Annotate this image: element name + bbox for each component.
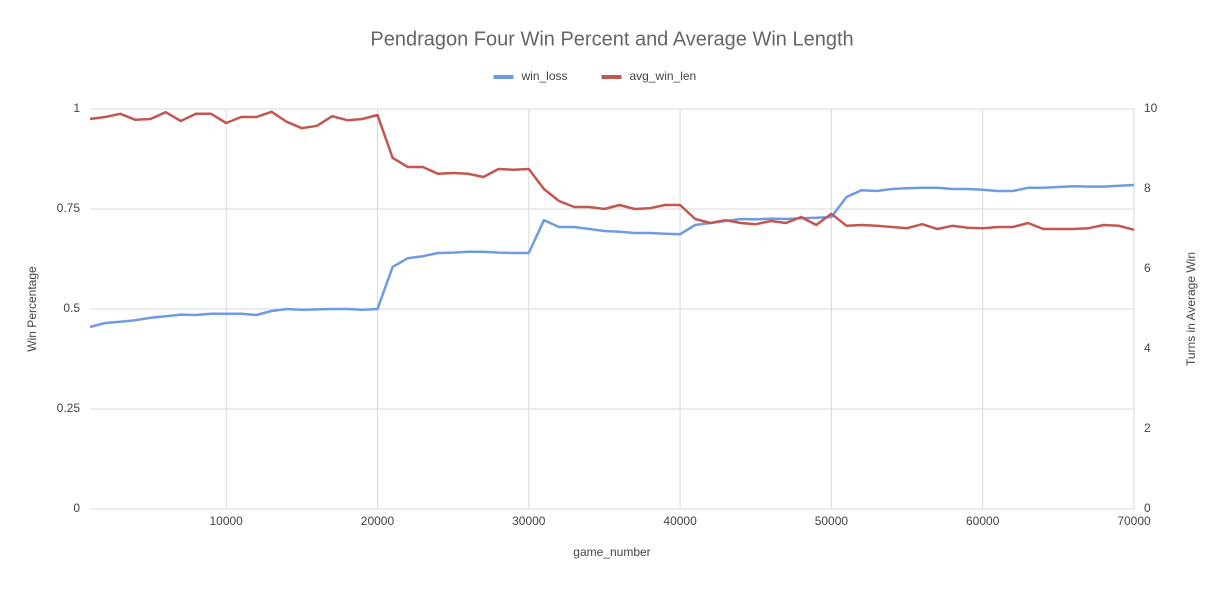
x-tick-label: 60000 — [966, 514, 1000, 528]
x-tick-label: 70000 — [1117, 514, 1151, 528]
y-tick-label: 0 — [73, 501, 80, 515]
y-tick-label: 0.75 — [57, 201, 81, 215]
series-line — [89, 183, 1135, 329]
y2-tick-label: 8 — [1144, 181, 1151, 195]
x-tick-label: 30000 — [512, 514, 546, 528]
y2-axis-label: Turns in Average Win — [1184, 252, 1198, 366]
chart-title: Pendragon Four Win Percent and Average W… — [370, 28, 853, 50]
x-tick-label: 20000 — [361, 514, 395, 528]
y-tick-label: 0.25 — [57, 401, 81, 415]
y2-tick-label: 0 — [1144, 501, 1151, 515]
y2-tick-label: 2 — [1144, 421, 1151, 435]
series-line — [89, 110, 1135, 232]
x-tick-label: 50000 — [815, 514, 849, 528]
y-tick-label: 1 — [73, 101, 80, 115]
x-tick-label: 10000 — [209, 514, 243, 528]
legend-label: win_loss — [521, 69, 568, 83]
y2-tick-label: 6 — [1144, 261, 1151, 275]
y2-tick-label: 4 — [1144, 341, 1151, 355]
legend-label: avg_win_len — [630, 69, 697, 83]
y-axis-label: Win Percentage — [25, 266, 39, 352]
y-tick-label: 0.5 — [63, 301, 80, 315]
x-axis-label: game_number — [573, 545, 650, 559]
x-tick-label: 40000 — [663, 514, 697, 528]
y2-tick-label: 10 — [1144, 101, 1158, 115]
